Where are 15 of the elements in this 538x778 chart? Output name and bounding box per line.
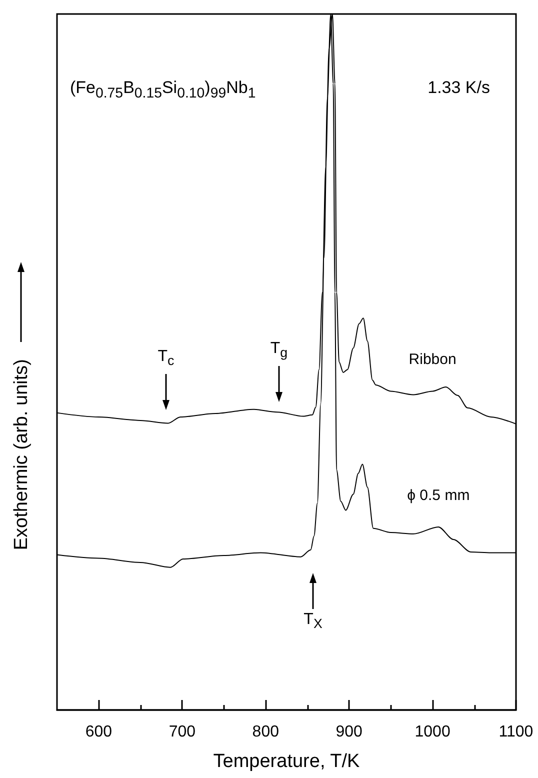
series-label: Ribbon [408,351,456,368]
x-axis-title: Temperature, T/K [213,751,360,772]
y-axis-title: Exothermic (arb. units) [11,358,32,550]
text: (Fe$_{0.75}$B$_{0.15}$Si$_{0.10}$)$_{99}$Nb$_{1}$ [70,78,256,102]
x-tick-label: 600 [85,724,112,740]
x-tick-label: 700 [168,724,196,740]
annotation: T$_{X}$ [302,611,324,632]
x-tick-label: 900 [336,724,363,740]
x-tick-label: 1100 [498,724,534,740]
annotation: T$_{c}$ [156,348,176,368]
annotation: T$_{g}$ [269,340,289,360]
x-tick-label: 1000 [414,724,450,740]
x-tick-label: 800 [252,724,280,740]
annotation: 1.33 K/s [428,78,490,98]
series-label: ϕ 0.5 mm [407,486,470,504]
